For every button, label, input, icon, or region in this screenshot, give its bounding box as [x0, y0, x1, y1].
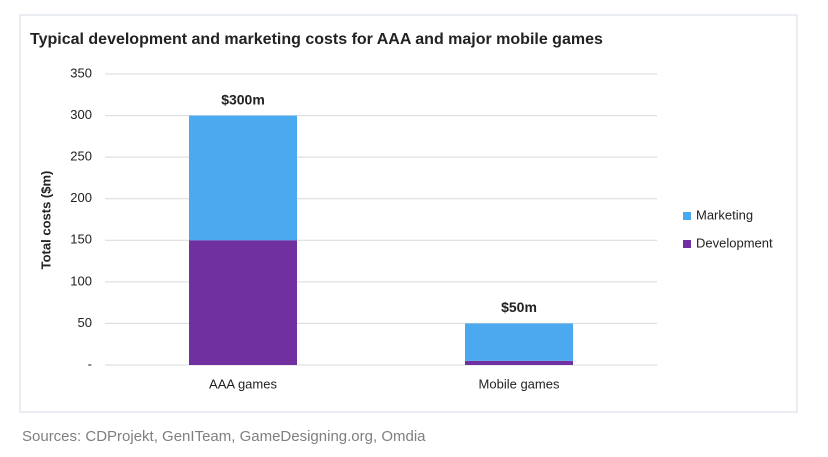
- y-tick-label: 100: [70, 273, 92, 288]
- x-tick-label: AAA games: [209, 376, 277, 391]
- bar-segment: [189, 240, 297, 365]
- legend-swatch: [683, 212, 691, 220]
- legend-swatch: [683, 240, 691, 248]
- chart-frame: [19, 14, 798, 413]
- y-axis-label: Total costs ($m): [38, 171, 53, 270]
- y-tick-label: 50: [78, 315, 92, 330]
- bar-segment: [465, 323, 573, 361]
- y-tick-label: 250: [70, 149, 92, 164]
- total-label: $50m: [501, 299, 537, 315]
- bar-segment: [189, 115, 297, 241]
- y-tick-label: 200: [70, 190, 92, 205]
- y-tick-label: 150: [70, 232, 92, 247]
- source-note: Sources: CDProjekt, GenITeam, GameDesign…: [22, 428, 426, 445]
- y-tick-label: 350: [70, 65, 92, 80]
- y-tick-label: -: [88, 356, 92, 371]
- legend-label: Marketing: [696, 207, 753, 222]
- y-tick-label: 300: [70, 107, 92, 122]
- total-label: $300m: [221, 91, 265, 107]
- x-tick-label: Mobile games: [479, 376, 560, 391]
- legend-label: Development: [696, 235, 773, 250]
- chart-title: Typical development and marketing costs …: [30, 31, 603, 48]
- bar-segment: [465, 360, 573, 365]
